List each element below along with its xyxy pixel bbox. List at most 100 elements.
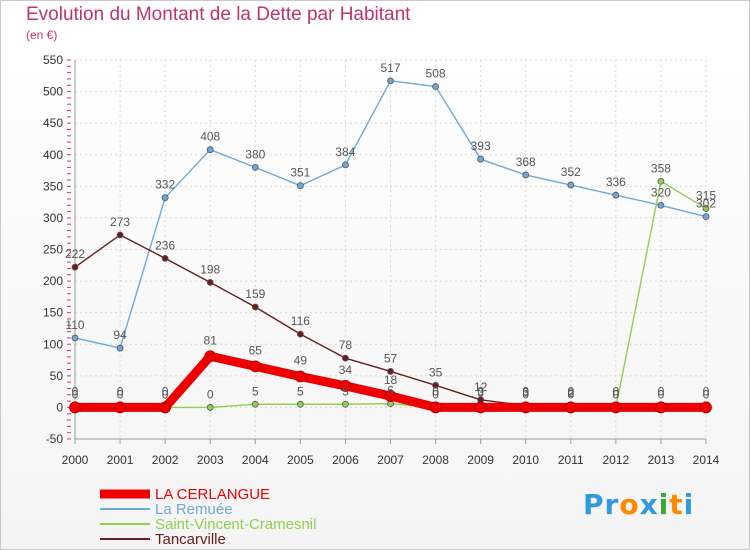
data-point: [251, 400, 259, 408]
data-label: 5: [297, 384, 304, 398]
data-point: [474, 401, 487, 414]
y-tick-label: 450: [43, 116, 63, 130]
data-label: 358: [651, 161, 671, 175]
data-point: [342, 400, 349, 408]
data-point: [249, 360, 262, 373]
data-label: 116: [291, 314, 310, 328]
data-label: 0: [567, 384, 574, 398]
x-tick-label: 2007: [377, 453, 404, 467]
data-label: 78: [339, 338, 353, 352]
data-point: [657, 201, 665, 209]
data-point: [251, 163, 259, 171]
data-label: 408: [200, 130, 220, 144]
x-tick-label: 2001: [107, 453, 134, 467]
data-label: 0: [522, 384, 529, 398]
data-point: [296, 400, 304, 408]
y-tick-label: 200: [43, 274, 63, 288]
data-point: [342, 161, 349, 169]
data-label: 0: [117, 387, 124, 401]
data-point: [116, 344, 124, 352]
data-label: 0: [613, 384, 620, 398]
data-point: [206, 146, 214, 154]
x-tick-label: 2014: [693, 453, 720, 467]
data-point: [206, 278, 214, 286]
data-point: [387, 368, 394, 375]
logo-letter: o: [619, 488, 640, 521]
data-point: [71, 263, 79, 271]
data-label: 0: [72, 387, 79, 401]
y-tick-label: 150: [43, 306, 63, 320]
data-point: [342, 354, 349, 362]
chart-title: Evolution du Montant de la Dette par Hab…: [26, 4, 411, 25]
data-label: 320: [651, 185, 671, 199]
data-point: [519, 401, 532, 414]
data-label: 332: [155, 178, 175, 192]
data-label: 110: [65, 318, 84, 332]
data-point: [700, 401, 712, 414]
data-label: 0: [703, 387, 710, 401]
data-point: [702, 213, 710, 221]
data-label: 384: [335, 145, 355, 159]
legend-label: La Remuée: [155, 501, 233, 518]
data-label: 0: [613, 387, 620, 401]
data-label: 0: [117, 384, 124, 398]
logo-letter: r: [604, 488, 620, 521]
data-label: 380: [245, 147, 265, 161]
data-point: [161, 194, 169, 202]
data-label: 0: [658, 384, 665, 398]
x-tick-label: 2006: [332, 453, 359, 467]
x-tick-label: 2002: [152, 453, 179, 467]
y-tick-label: 100: [43, 337, 63, 351]
data-point: [657, 177, 665, 185]
data-label: 0: [162, 387, 169, 401]
logo-letter: P: [583, 488, 605, 521]
data-point: [477, 155, 485, 163]
y-tick-label: 250: [43, 243, 63, 257]
data-point: [429, 401, 442, 414]
data-point: [609, 401, 622, 414]
data-label: 336: [606, 175, 626, 189]
x-tick-label: 2010: [512, 453, 539, 467]
data-label: 351: [290, 166, 310, 180]
data-label: 0: [658, 387, 665, 401]
data-label: 0: [72, 384, 79, 398]
data-point: [116, 231, 124, 239]
data-point: [114, 401, 126, 414]
y-tick-label: 550: [43, 53, 63, 67]
x-tick-label: 2013: [648, 453, 675, 467]
data-point: [296, 330, 304, 338]
logo-letter: i: [683, 488, 695, 521]
data-point: [702, 205, 710, 212]
logo-letter: t: [669, 488, 684, 521]
legend-label: Tancarville: [155, 531, 226, 548]
data-label: 508: [426, 67, 446, 81]
data-label: 273: [110, 215, 130, 229]
data-label: 18: [384, 373, 398, 387]
chart-subtitle: (en €): [26, 28, 58, 42]
data-label: 94: [113, 328, 127, 342]
data-point: [159, 401, 172, 414]
data-label: 57: [384, 351, 398, 365]
data-point: [339, 380, 352, 392]
logo-letter: x: [639, 488, 659, 521]
data-label: 5: [342, 384, 349, 398]
data-point: [655, 401, 667, 414]
data-label: 35: [429, 365, 443, 379]
data-label: 315: [696, 188, 716, 202]
x-tick-label: 2009: [467, 453, 494, 467]
data-label: 352: [561, 165, 581, 179]
proxiti-logo: Proxiti: [583, 488, 694, 521]
data-label: 159: [245, 287, 265, 301]
legend-label: LA CERLANGUE: [155, 486, 270, 503]
data-point: [432, 381, 439, 389]
data-label: 0: [703, 384, 710, 398]
data-point: [71, 334, 79, 342]
y-tick-label: -50: [46, 432, 64, 446]
x-tick-label: 2004: [242, 453, 269, 467]
data-point: [567, 181, 575, 189]
data-label: 222: [65, 247, 85, 261]
data-label: 517: [380, 61, 400, 75]
x-tick-label: 2003: [197, 453, 224, 467]
